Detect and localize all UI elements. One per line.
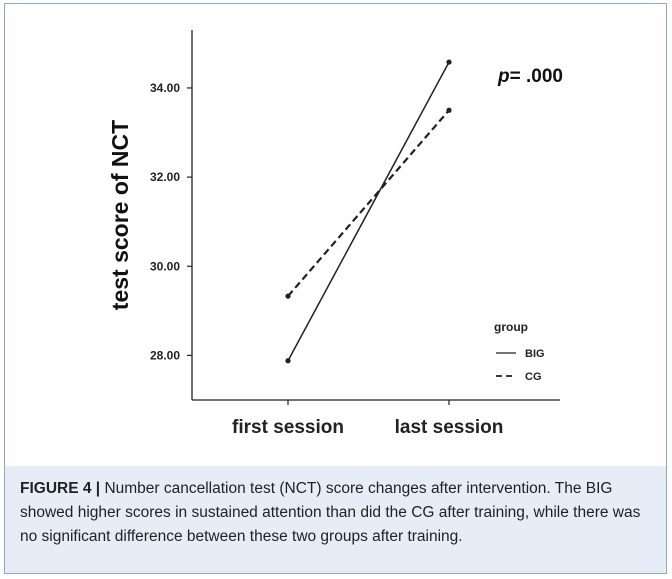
series-line-big: [287, 61, 450, 362]
p-value-annotation: p= .000: [497, 66, 563, 87]
caption-box: [4, 466, 667, 574]
figure-label: FIGURE 4: [20, 480, 92, 497]
y-ticks: 28.00 30.00 32.00 34.00: [150, 81, 192, 362]
data-point-big: [446, 59, 452, 65]
y-tick-label: 34.00: [150, 81, 180, 95]
data-point-big: [285, 358, 291, 364]
caption-text: Number cancellation test (NCT) score cha…: [20, 480, 641, 545]
legend-label-big: BIG: [525, 348, 545, 360]
figure-caption: FIGURE 4 | Number cancellation test (NCT…: [20, 477, 656, 549]
x-categories: first session last session: [232, 400, 503, 438]
p-value-text: = .000: [510, 66, 563, 87]
p-value-symbol: p: [497, 66, 510, 87]
legend: group BIG CG: [494, 320, 545, 383]
y-tick-label: 28.00: [150, 348, 180, 362]
chart-axes: [191, 30, 560, 401]
series-line-cg: [287, 109, 450, 297]
data-point-cg: [285, 293, 291, 299]
series-lines: [287, 61, 450, 362]
x-category-label: last session: [395, 417, 504, 438]
y-tick-label: 30.00: [150, 259, 180, 273]
x-category-label: first session: [232, 417, 344, 438]
legend-title: group: [494, 320, 528, 334]
legend-label-cg: CG: [525, 371, 542, 383]
y-axis-label: test score of NCT: [107, 120, 133, 310]
y-tick-label: 32.00: [150, 170, 180, 184]
series-points: [285, 59, 452, 364]
caption-separator: |: [95, 480, 101, 497]
data-point-cg: [446, 107, 452, 113]
